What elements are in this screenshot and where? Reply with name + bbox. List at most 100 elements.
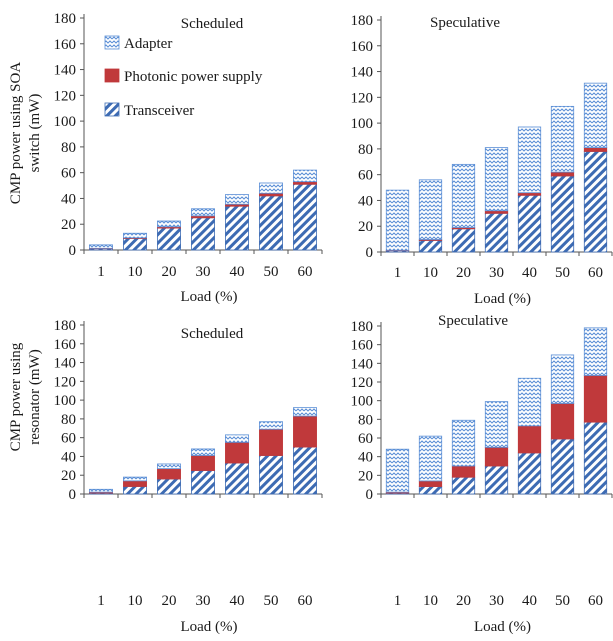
x-tick-label: 60 [298, 593, 313, 609]
y-tick-label: 180 [351, 13, 374, 29]
bar-photonic-power-supply [418, 480, 443, 487]
bar-adapter [225, 194, 249, 205]
bar-photonic-power-supply [550, 171, 575, 177]
x-tick-label: 40 [522, 593, 537, 609]
y-tick-label: 20 [61, 468, 76, 484]
chart-title: Scheduled [181, 16, 244, 32]
bar-adapter [583, 82, 608, 148]
bar-transceiver [191, 217, 215, 251]
x-tick-label: 60 [298, 264, 313, 280]
y-tick-label: 160 [351, 338, 374, 354]
legend: Adapter Photonic power supply Transceiver [104, 35, 263, 119]
y-tick-label: 40 [358, 193, 373, 209]
bar-transceiver [451, 476, 476, 495]
bar-adapter [191, 208, 215, 217]
y-tick-label: 80 [358, 142, 373, 158]
bar-photonic-power-supply [157, 468, 181, 480]
bar-transceiver [123, 486, 147, 495]
bar-transceiver [517, 194, 542, 253]
bar-adapter [259, 421, 283, 430]
y-tick-label: 100 [351, 394, 374, 410]
bar-adapter [385, 189, 410, 251]
top-ylabel-line2: switch (mW) [27, 94, 43, 173]
x-tick-label: 30 [196, 593, 211, 609]
y-tick-label: 40 [61, 191, 76, 207]
bar-adapter [550, 105, 575, 173]
y-tick-label: 80 [61, 412, 76, 428]
bar-adapter [451, 419, 476, 467]
y-tick-label: 0 [366, 487, 374, 503]
bar-adapter [157, 220, 181, 228]
y-tick-label: 160 [351, 39, 374, 55]
bar-transceiver [157, 227, 181, 251]
bar-adapter [517, 377, 542, 427]
axes: 0 20 40 60 80 100 120 140 160 180 1 10 20 30 40 50 60 [54, 318, 323, 609]
x-tick-label: 1 [97, 593, 105, 609]
chart-title: Scheduled [181, 326, 244, 342]
x-axis-label: Load (%) [474, 291, 531, 307]
legend-label: Photonic power supply [124, 69, 263, 85]
y-tick-label: 140 [351, 356, 374, 372]
bar-adapter [517, 126, 542, 194]
x-tick-label: 1 [394, 593, 402, 609]
bar-adapter [550, 354, 575, 404]
y-tick-label: 80 [358, 412, 373, 428]
bar-photonic-power-supply [225, 441, 249, 464]
panel-top-left: 0 20 40 60 80 100 120 140 160 180 1 10 20 30 40 50 60 Sch… [54, 11, 323, 305]
bar-transceiver [484, 212, 509, 253]
bar-adapter [89, 244, 113, 249]
y-tick-label: 160 [54, 337, 77, 353]
y-tick-label: 60 [61, 431, 76, 447]
bar-adapter [157, 463, 181, 470]
bar-adapter [259, 182, 283, 194]
top-ylabel: CMP power using SOA switch (mW) [8, 62, 43, 205]
y-tick-label: 140 [54, 356, 77, 372]
y-tick-label: 20 [358, 468, 373, 484]
panel-bottom-left: 0 20 40 60 80 100 120 140 160 180 1 10 20 30 40 50 60 Sch… [54, 318, 323, 635]
x-tick-label: 30 [489, 265, 504, 281]
y-tick-label: 120 [54, 374, 77, 390]
bar-adapter [123, 232, 147, 239]
panel-top-right: 0 20 40 60 80 100 120 140 160 180 1 10 20 30 40 50 60 Spe… [351, 13, 613, 307]
x-tick-label: 50 [555, 593, 570, 609]
x-tick-label: 50 [264, 264, 279, 280]
y-tick-label: 60 [358, 168, 373, 184]
axes: 0 20 40 60 80 100 120 140 160 180 1 10 20 30 40 50 60 [351, 319, 613, 609]
x-tick-label: 10 [128, 264, 143, 280]
bar-transceiver [293, 446, 317, 495]
bar-transceiver [191, 470, 215, 495]
bottom-ylabel-line2: resonator (mW) [27, 349, 43, 444]
bar-adapter [225, 434, 249, 443]
bar-adapter [583, 327, 608, 376]
y-tick-label: 80 [61, 140, 76, 156]
chart-title: Speculative [430, 15, 500, 31]
top-ylabel-line1: CMP power using SOA [8, 62, 24, 205]
chart-title: Speculative [438, 313, 508, 329]
bars [89, 169, 317, 251]
x-tick-label: 40 [522, 265, 537, 281]
bar-transceiver [293, 183, 317, 251]
x-tick-label: 20 [456, 265, 471, 281]
x-tick-label: 20 [162, 593, 177, 609]
bar-adapter [293, 407, 317, 417]
bottom-ylabel: CMP power using resonator (mW) [8, 342, 43, 451]
bar-transceiver [157, 478, 181, 495]
bar-photonic-power-supply [484, 446, 509, 467]
bar-adapter [123, 476, 147, 482]
bar-transceiver [259, 195, 283, 251]
y-tick-label: 60 [358, 431, 373, 447]
y-tick-label: 180 [54, 11, 77, 27]
y-tick-label: 20 [358, 219, 373, 235]
bar-adapter [191, 448, 215, 456]
y-tick-label: 140 [54, 63, 77, 79]
bar-photonic-power-supply [583, 147, 608, 152]
x-tick-label: 1 [97, 264, 105, 280]
bar-adapter [293, 169, 317, 183]
y-tick-label: 60 [61, 166, 76, 182]
bar-transceiver [418, 486, 443, 495]
y-tick-label: 140 [351, 65, 374, 81]
bars [385, 327, 608, 495]
bar-transceiver [451, 228, 476, 253]
bar-adapter [484, 401, 509, 448]
y-tick-label: 20 [61, 217, 76, 233]
